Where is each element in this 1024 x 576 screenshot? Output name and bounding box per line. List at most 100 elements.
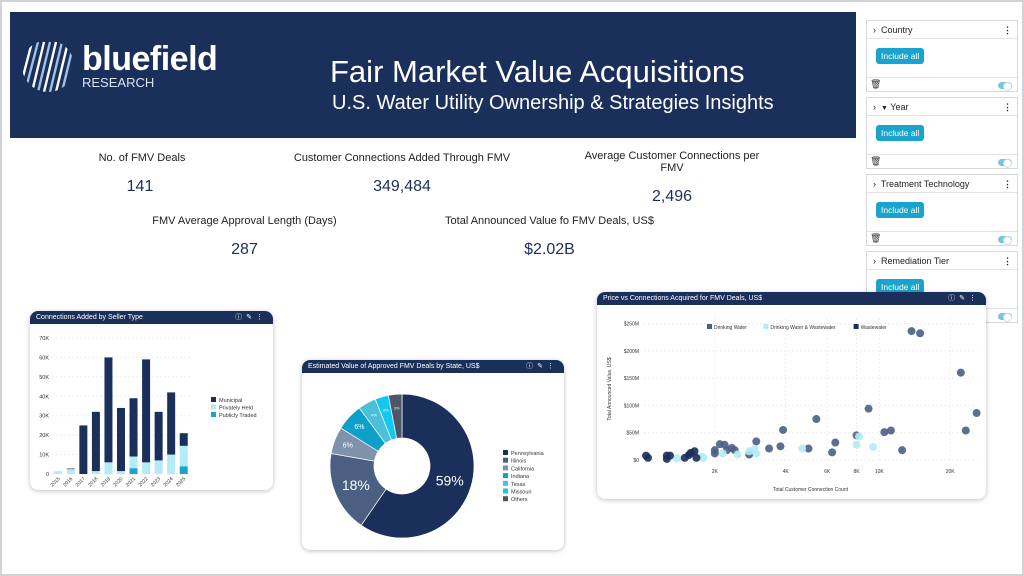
y-tick-label: $250M [624,321,639,327]
scatter-point-drinking-water [907,327,916,336]
card-title: Estimated Value of Approved FMV Deals by… [308,363,480,370]
scatter-point-drinking-water-wastewater [855,432,864,441]
card-title: Price vs Connections Acquired for FMV De… [603,295,763,302]
scatter-chart: $0 $50M $100M $150M $200M $250M 2K 4K 6K 8K 10K 20K… [607,318,981,493]
chevron-right-icon[interactable]: › [873,25,876,35]
x-tick-label: 2021 [125,476,137,488]
scatter-point-drinking-water [864,404,873,413]
legend-label: Texas [511,482,526,488]
filter-toggle[interactable] [998,313,1012,322]
legend-swatch [503,450,508,455]
x-tick-label: 2020 [112,476,124,488]
filter-year: › ▼ Year ⋮ Include all 🗑 [866,97,1018,169]
filter-label: Year [890,102,909,112]
bar-municipal [129,398,138,457]
slice-label: 3% [383,408,389,413]
x-tick-label: 2023 [150,476,162,488]
legend-swatch [503,488,508,494]
scatter-point-drinking-water [956,368,965,377]
y-tick-label: 10K [39,453,49,459]
chevron-right-icon[interactable]: › [873,102,876,112]
scatter-point-drinking-water-wastewater [718,449,727,458]
filter-toggle[interactable] [998,159,1012,168]
filter-header[interactable]: › Remediation Tier ⋮ [867,252,1017,270]
bar-privately-held [66,469,75,474]
scatter-point-drinking-water [898,446,907,455]
x-tick-label: 20K [946,469,956,475]
scatter-point-drinking-water-wastewater [869,442,878,451]
chevron-right-icon[interactable]: › [873,256,876,266]
logo-name: bluefield [82,40,218,78]
legend-label: California [511,466,535,472]
legend-swatch [503,496,508,502]
scatter-point-drinking-water-wastewater [672,454,681,463]
more-menu-icon[interactable]: ⋮ [1003,25,1012,35]
include-all-button[interactable]: Include all [876,279,925,295]
filter-toggle[interactable] [998,236,1012,245]
kpi-total-value: Total Announced Value fo FMV Deals, US$ $… [445,215,654,258]
card-actions-icon[interactable]: ⓘ✎⋮ [235,314,267,321]
legend-label: Wastewater [861,325,888,331]
scatter-point-wastewater [642,451,651,460]
x-tick-label: 2015 [50,476,62,488]
card-actions-icon[interactable]: ⓘ✎⋮ [526,363,558,370]
legend-swatch [503,465,508,471]
filter-header[interactable]: › Treatment Technology ⋮ [867,175,1017,193]
scatter-point-drinking-water [972,409,981,418]
bar-privately-held [104,462,113,474]
include-all-button[interactable]: Include all [876,125,925,141]
legend-swatch [503,473,508,479]
legend-swatch [503,480,508,486]
filter-panel: › Country ⋮ Include all 🗑 › ▼ Year ⋮ Includ… [864,14,1020,324]
filter-label: Country [881,25,913,35]
more-menu-icon[interactable]: ⋮ [1003,256,1012,266]
scatter-point-drinking-water [752,437,761,446]
slice-label: 18% [342,477,370,493]
donut-chart: 59% 18% 6% 6% 4% 3% 3% Pennsylvania IllinoisCali… [329,393,545,539]
bar-privately-held [117,471,125,474]
scatter-point-drinking-water [765,444,774,453]
header-banner: bluefield RESEARCH Fair Market Value Acqu… [10,12,856,138]
page-title: Fair Market Value Acquisitions [330,54,745,89]
scatter-point-drinking-water-wastewater [752,449,761,458]
filter-header[interactable]: › Country ⋮ [867,21,1017,39]
scatter-point-drinking-water [961,426,970,435]
bar-privately-held [179,445,188,467]
x-tick-label: 2018 [87,476,99,488]
include-all-button[interactable]: Include all [876,48,925,64]
legend-label: Others [511,497,528,503]
card-actions-icon[interactable]: ⓘ✎⋮ [948,295,980,302]
trash-icon[interactable]: 🗑 [870,79,882,89]
filter-header[interactable]: › ▼ Year ⋮ [867,98,1017,116]
legend-label: Drinking Water & Wastewater [770,325,836,331]
y-tick-label: $100M [624,403,639,409]
x-tick-label: 4K [783,469,790,475]
bluefield-logo: bluefield RESEARCH [20,38,218,94]
include-all-button[interactable]: Include all [876,202,925,218]
filter-label: Treatment Technology [880,179,970,189]
pie-slice-pennsylvania [360,393,475,539]
legend-label: Drinking Water [714,325,747,331]
legend-swatch [211,404,216,410]
y-axis-label: Total Announced Value, US$ [607,357,613,421]
more-menu-icon[interactable]: ⋮ [1003,179,1012,189]
bar-municipal [104,357,113,463]
trash-icon[interactable]: 🗑 [870,156,882,166]
filter-toggle[interactable] [998,82,1012,91]
bar-privately-held [167,454,176,474]
bar-municipal [91,411,100,472]
kpi-connections: Customer Connections Added Through FMV 34… [293,152,511,195]
scatter-point-drinking-water-wastewater [852,440,861,449]
logo-sub: RESEARCH [82,75,155,90]
bar-privately-held [91,471,100,474]
filter-label: Remediation Tier [881,256,950,266]
x-axis-label: Total Customer Connection Count [773,487,849,493]
trash-icon[interactable]: 🗑 [870,233,882,243]
scatter-point-drinking-water [880,428,889,437]
more-menu-icon[interactable]: ⋮ [1003,102,1012,112]
y-tick-label: 40K [39,394,49,400]
filter-treatment-technology: › Treatment Technology ⋮ Include all 🗑 [866,174,1018,246]
chevron-right-icon[interactable]: › [873,179,876,189]
bar-publicly-traded [179,466,188,474]
bar-municipal [142,359,151,463]
